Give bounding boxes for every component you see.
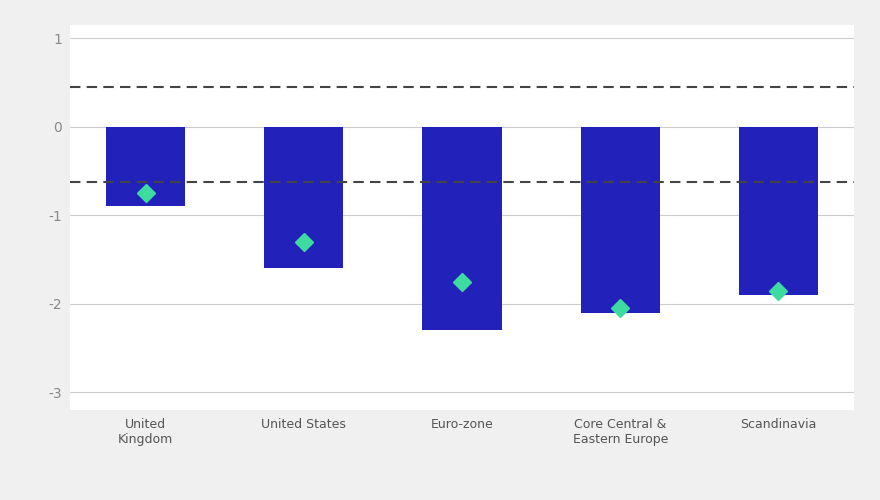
Bar bbox=[106, 127, 185, 206]
Bar bbox=[264, 127, 343, 268]
Bar bbox=[422, 127, 502, 330]
Bar bbox=[739, 127, 818, 295]
Bar bbox=[581, 127, 660, 312]
